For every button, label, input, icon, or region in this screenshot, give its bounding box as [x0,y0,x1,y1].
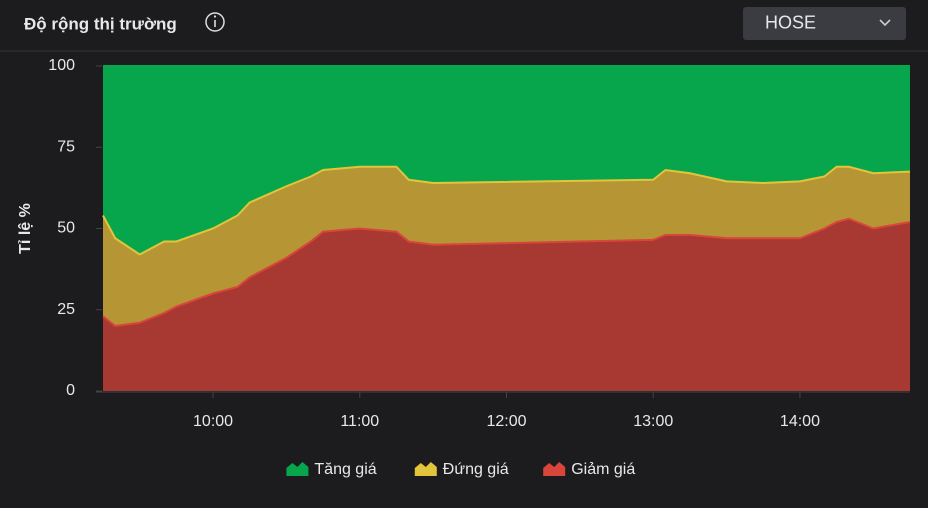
x-tick-label: 13:00 [633,413,673,430]
legend-item[interactable]: Đứng giá [414,461,509,478]
y-tick-label: 50 [57,220,75,237]
legend-icon [543,462,566,476]
area [103,218,910,391]
x-tick-label: 10:00 [193,413,233,430]
legend-label: Tăng giá [314,461,376,478]
x-tick-label: 11:00 [340,413,379,430]
area [103,66,910,255]
y-axis-label: Tỉ lệ % [17,203,34,254]
area-edge [102,217,911,328]
market-selector[interactable]: HOSE [743,7,906,40]
y-tick-label: 100 [48,57,75,74]
y-tick-label: 0 [66,382,75,399]
info-icon[interactable] [205,12,225,32]
legend-icon [414,462,437,476]
legend-item[interactable]: Tăng giá [286,461,377,478]
y-tick-label: 75 [57,138,75,155]
legend-label: Đứng giá [443,461,509,478]
legend-icon [286,462,309,476]
area [103,166,910,326]
legend-item[interactable]: Giảm giá [543,461,635,478]
area-edge [102,165,911,256]
selector-value: HOSE [765,12,816,32]
y-tick-label: 25 [57,301,75,318]
x-tick-label: 12:00 [486,413,526,430]
x-tick-label: 14:00 [780,413,820,430]
widget-title: Độ rộng thị trường [24,14,177,33]
legend-label: Giảm giá [571,461,635,478]
